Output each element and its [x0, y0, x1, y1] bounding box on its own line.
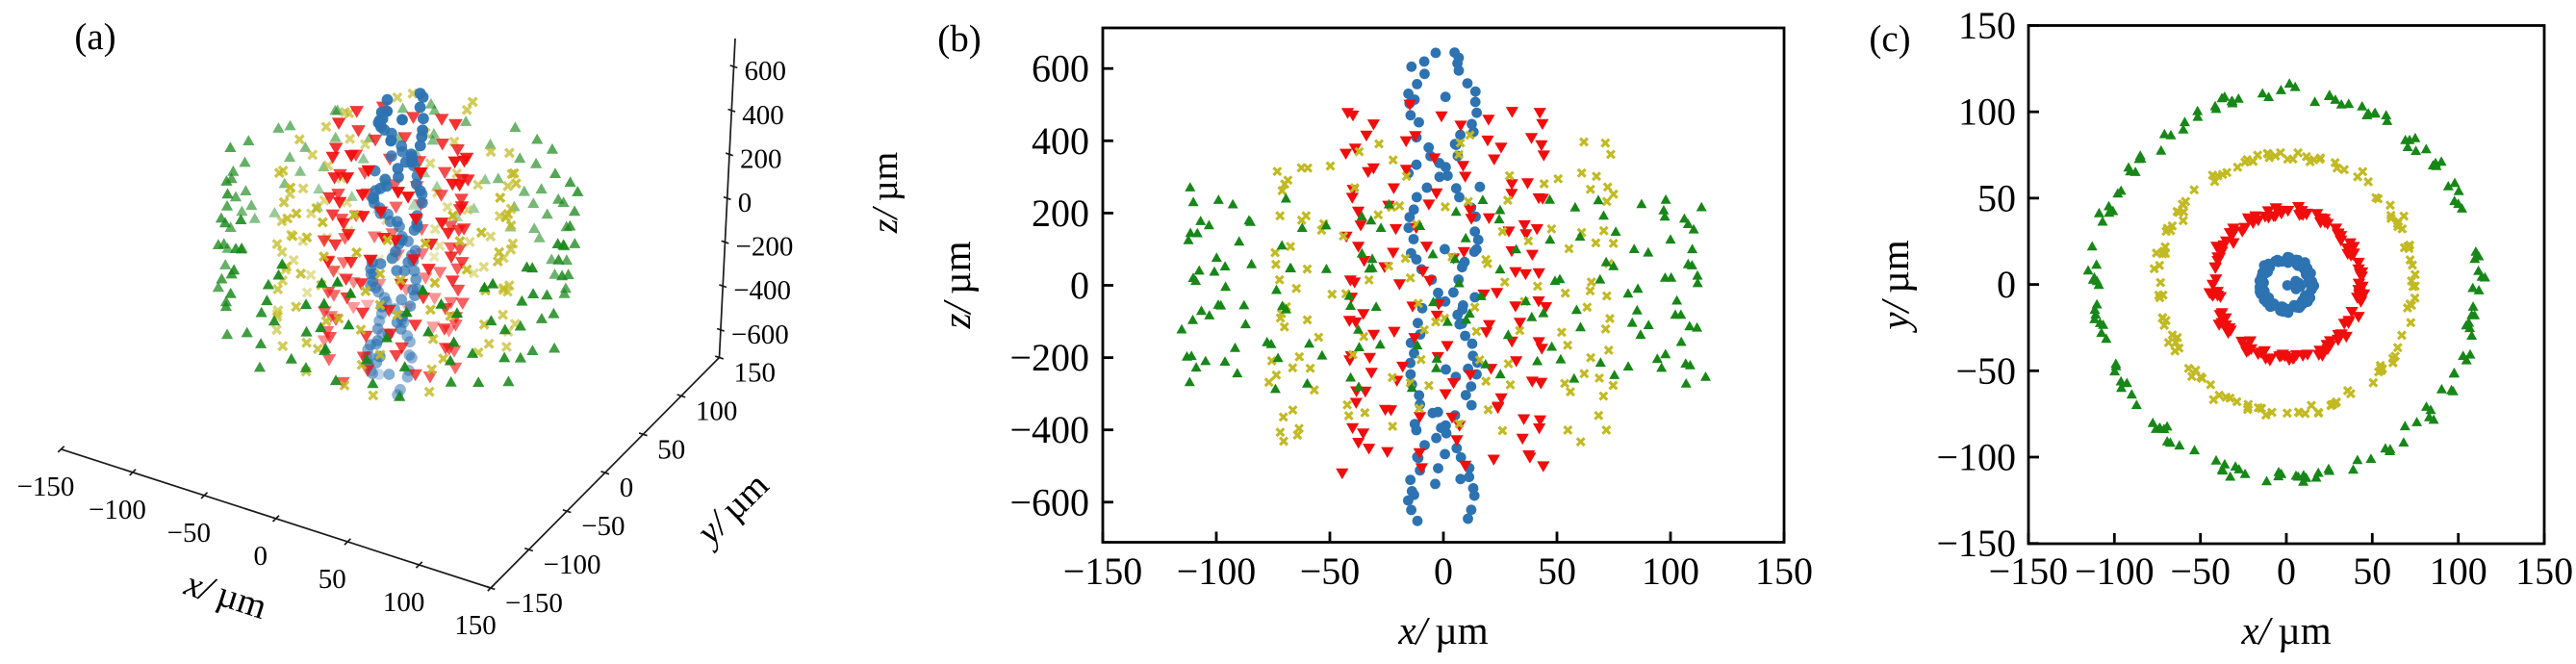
svg-text:(c): (c)	[1869, 18, 1910, 60]
svg-text:0: 0	[738, 188, 752, 218]
svg-text:0: 0	[254, 541, 268, 572]
svg-text:0: 0	[620, 472, 634, 503]
svg-text:150: 150	[2515, 549, 2573, 593]
svg-text:−50: −50	[2170, 549, 2231, 593]
svg-text:100: 100	[1958, 90, 2016, 134]
svg-text:−150: −150	[1989, 549, 2069, 593]
svg-text:200: 200	[740, 143, 782, 174]
svg-text:−600: −600	[731, 319, 789, 350]
svg-text:−50: −50	[167, 518, 211, 549]
svg-text:−50: −50	[581, 511, 625, 542]
svg-text:−400: −400	[1009, 408, 1089, 451]
svg-text:100: 100	[2430, 549, 2487, 593]
svg-text:50: 50	[1538, 549, 1576, 593]
svg-text:150: 150	[734, 358, 777, 389]
svg-text:0: 0	[1997, 263, 2016, 306]
svg-text:z/ µm: z/ µm	[934, 241, 979, 329]
svg-text:−400: −400	[733, 275, 791, 306]
svg-text:−50: −50	[1955, 349, 2016, 393]
svg-text:−100: −100	[1936, 436, 2016, 479]
svg-text:−200: −200	[736, 232, 794, 263]
svg-text:y/ µm: y/ µm	[1873, 240, 1917, 333]
svg-text:(b): (b)	[937, 18, 981, 60]
svg-text:600: 600	[745, 56, 787, 87]
svg-text:−150: −150	[17, 472, 75, 502]
svg-text:100: 100	[383, 587, 425, 618]
svg-text:−100: −100	[544, 549, 601, 580]
svg-text:50: 50	[657, 434, 685, 465]
svg-text:400: 400	[1032, 119, 1089, 163]
svg-text:−150: −150	[505, 588, 563, 619]
svg-text:100: 100	[1642, 549, 1699, 593]
svg-text:50: 50	[319, 564, 346, 595]
svg-text:150: 150	[1958, 4, 2016, 47]
svg-text:z/ µm: z/ µm	[865, 152, 905, 234]
svg-text:−100: −100	[89, 495, 146, 525]
svg-text:150: 150	[1755, 549, 1813, 593]
svg-text:200: 200	[1032, 192, 1089, 235]
svg-text:−600: −600	[1009, 480, 1089, 524]
svg-text:−150: −150	[1063, 549, 1143, 593]
svg-text:0: 0	[1070, 264, 1089, 307]
svg-text:−100: −100	[1177, 549, 1257, 593]
svg-text:600: 600	[1032, 47, 1089, 90]
svg-text:150: 150	[454, 610, 497, 641]
svg-text:−200: −200	[1009, 336, 1089, 379]
svg-text:(a): (a)	[74, 16, 115, 58]
svg-text:0: 0	[1434, 549, 1453, 593]
svg-text:−50: −50	[1300, 549, 1361, 593]
svg-text:x/ µm: x/ µm	[2240, 608, 2331, 652]
svg-text:−150: −150	[1936, 522, 2016, 565]
svg-text:50: 50	[1977, 176, 2016, 219]
svg-text:400: 400	[742, 100, 784, 131]
svg-text:100: 100	[696, 396, 738, 426]
svg-text:−100: −100	[2075, 549, 2155, 593]
svg-text:0: 0	[2277, 549, 2296, 593]
svg-text:50: 50	[2353, 549, 2391, 593]
svg-text:x/ µm: x/ µm	[1397, 608, 1488, 652]
